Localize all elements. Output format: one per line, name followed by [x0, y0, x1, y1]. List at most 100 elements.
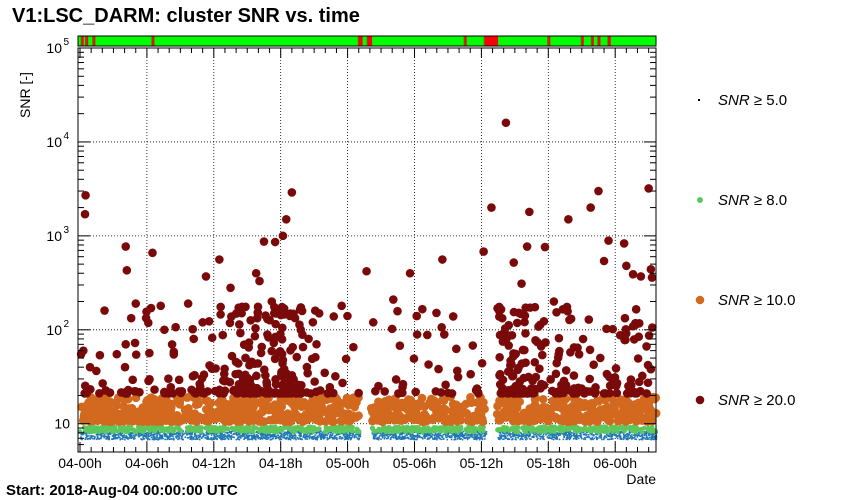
- point-snr8: [532, 427, 538, 433]
- point-snr5: [508, 438, 511, 440]
- point-snr5: [539, 433, 541, 435]
- point-snr5: [646, 436, 649, 439]
- y-tick-mantissa: 10: [46, 322, 62, 338]
- point-snr20-high: [628, 269, 638, 279]
- point-snr5: [572, 434, 575, 437]
- point-snr10: [83, 400, 92, 409]
- point-snr10: [580, 401, 590, 411]
- point-snr5: [476, 434, 479, 436]
- point-snr5: [513, 434, 515, 437]
- point-snr5: [262, 433, 265, 435]
- point-snr5: [235, 432, 238, 435]
- point-snr5: [641, 435, 644, 437]
- point-snr5: [476, 430, 479, 433]
- point-snr5: [238, 438, 241, 441]
- point-snr5: [280, 435, 282, 438]
- point-snr5: [186, 432, 188, 435]
- point-snr20: [468, 341, 478, 350]
- point-snr8: [209, 428, 215, 434]
- point-snr5: [119, 436, 121, 439]
- point-snr5: [573, 433, 575, 436]
- point-snr20: [126, 313, 136, 323]
- point-snr8: [504, 425, 510, 431]
- point-snr5: [96, 433, 99, 435]
- point-snr5: [177, 438, 179, 441]
- point-snr20-high: [646, 265, 656, 274]
- point-snr20: [287, 387, 296, 397]
- point-snr20-high: [267, 297, 277, 306]
- state-bar-segment: [367, 36, 373, 46]
- point-snr8: [566, 426, 572, 432]
- point-snr5: [124, 436, 127, 439]
- point-snr5: [287, 438, 290, 440]
- point-snr5: [305, 435, 307, 438]
- point-snr5: [427, 437, 429, 439]
- point-snr5: [85, 437, 87, 439]
- point-snr5: [219, 432, 221, 435]
- point-snr10: [550, 400, 560, 410]
- point-snr5: [207, 436, 210, 439]
- point-snr5: [374, 434, 376, 437]
- point-snr5: [322, 435, 324, 437]
- point-snr20: [530, 357, 540, 367]
- point-snr20: [524, 372, 533, 382]
- point-snr5: [287, 430, 290, 432]
- point-snr5: [524, 434, 527, 437]
- point-snr20-high: [255, 276, 264, 286]
- point-snr5: [416, 434, 419, 436]
- point-snr5: [600, 434, 602, 436]
- point-snr5: [484, 435, 486, 438]
- point-snr5: [406, 434, 408, 437]
- point-snr5: [377, 438, 380, 441]
- point-snr5: [213, 436, 216, 438]
- point-snr20: [100, 306, 109, 315]
- point-snr20: [511, 381, 521, 391]
- point-snr10: [377, 401, 387, 411]
- point-snr5: [395, 438, 398, 440]
- point-snr5: [637, 431, 640, 434]
- point-snr5: [129, 436, 132, 439]
- point-snr5: [580, 436, 583, 438]
- point-snr5: [434, 436, 436, 439]
- point-snr10: [285, 397, 295, 406]
- point-snr5: [174, 435, 177, 438]
- point-snr5: [429, 436, 432, 438]
- point-snr5: [85, 432, 88, 434]
- point-snr20: [308, 317, 318, 327]
- point-snr10: [495, 410, 505, 420]
- point-snr5: [459, 438, 461, 440]
- point-snr5: [293, 434, 296, 437]
- point-snr20: [447, 389, 457, 398]
- point-snr5: [458, 435, 460, 437]
- point-snr5: [267, 436, 270, 439]
- point-snr5: [186, 433, 189, 436]
- point-snr5: [333, 437, 336, 440]
- point-snr5: [251, 436, 253, 438]
- point-snr5: [263, 437, 266, 440]
- y-tick-mantissa: 10: [46, 228, 62, 244]
- point-snr5: [359, 435, 362, 438]
- point-snr10: [188, 416, 198, 425]
- point-snr5: [103, 435, 105, 438]
- point-snr20: [105, 388, 115, 397]
- point-snr5: [318, 432, 321, 435]
- point-snr10: [449, 400, 458, 410]
- point-snr5: [407, 436, 410, 439]
- x-tick-label: 05-06h: [393, 455, 437, 471]
- point-snr20: [631, 389, 640, 398]
- point-snr20: [535, 364, 544, 373]
- point-snr5: [392, 434, 394, 437]
- point-snr5: [275, 436, 278, 439]
- point-snr5: [230, 438, 233, 441]
- point-snr8: [559, 424, 565, 430]
- point-snr20: [498, 375, 508, 385]
- point-snr5: [549, 434, 552, 436]
- point-snr8: [166, 426, 171, 432]
- point-snr5: [168, 438, 171, 441]
- point-snr5: [181, 432, 184, 435]
- point-snr5: [528, 432, 531, 435]
- point-snr5: [340, 432, 343, 435]
- point-snr5: [157, 432, 159, 435]
- point-snr5: [98, 433, 100, 436]
- point-snr10: [417, 417, 427, 426]
